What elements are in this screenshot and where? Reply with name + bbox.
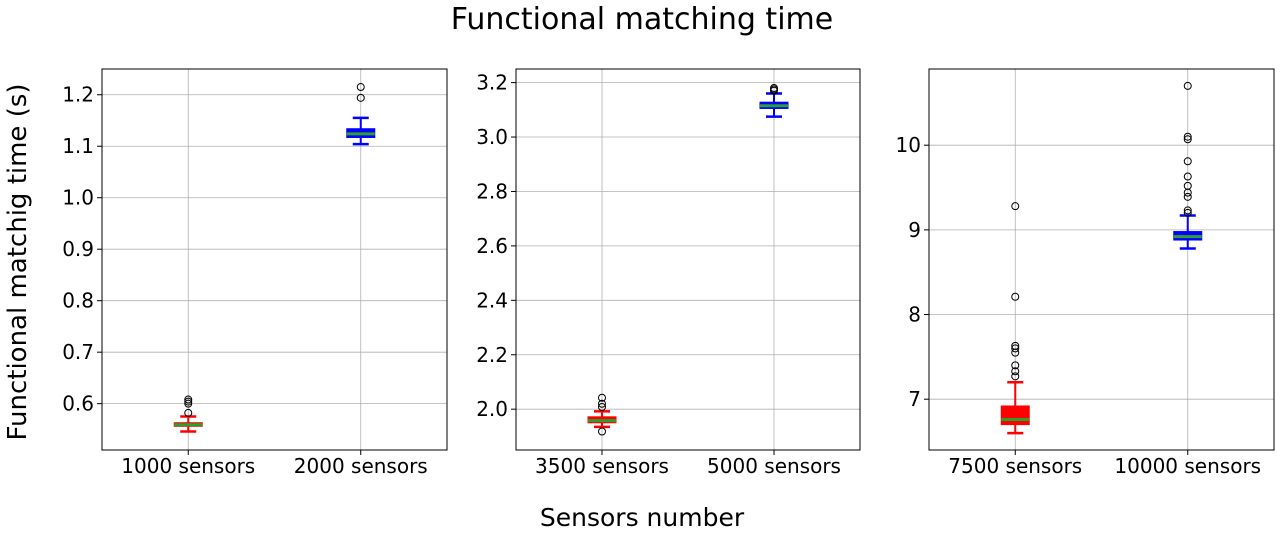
outlier-point — [1183, 206, 1192, 215]
y-tick-label: 2.4 — [476, 288, 508, 312]
x-tick-label: 5000 sensors — [707, 454, 841, 478]
y-tick-label: 8 — [908, 303, 921, 327]
outlier-point — [1183, 157, 1192, 166]
y-tick-label: 9 — [908, 218, 921, 242]
outlier-point — [1011, 341, 1020, 350]
x-tick-label: 10000 sensors — [1114, 454, 1261, 478]
x-tick-label: 7500 sensors — [948, 454, 1082, 478]
outlier-point — [1183, 81, 1192, 90]
outlier-point — [1011, 202, 1020, 211]
x-tick-label: 1000 sensors — [121, 454, 255, 478]
box-2 — [346, 83, 376, 146]
outlier-point — [770, 84, 778, 93]
box-1 — [1000, 202, 1030, 435]
y-tick-label: 7 — [908, 387, 921, 411]
y-tick-label: 10 — [896, 133, 921, 157]
y-tick-label: 2.6 — [476, 234, 508, 258]
outlier-point — [184, 399, 193, 408]
y-tick-label: 1.1 — [62, 134, 94, 158]
y-tick-label: 0.6 — [62, 392, 94, 416]
outlier-point — [1011, 372, 1020, 381]
y-tick-label: 2.0 — [476, 397, 508, 421]
x-tick-label: 2000 sensors — [294, 454, 428, 478]
x-tick-label: 3500 sensors — [535, 454, 669, 478]
y-tick-label: 3.0 — [476, 125, 508, 149]
outlier-point — [598, 403, 606, 412]
y-tick-label: 0.7 — [62, 340, 94, 364]
axes-frame — [928, 68, 1275, 451]
y-tick-label: 3.2 — [476, 71, 508, 95]
box-2 — [759, 84, 789, 118]
subplot-3: 7 8 9 10 7500 sensors 10000 sensors — [896, 68, 1275, 478]
box-1 — [173, 395, 203, 433]
outlier-point — [1183, 181, 1192, 190]
box-1 — [587, 393, 617, 436]
figure-title: Functional matching time — [450, 2, 834, 37]
outlier-point — [1183, 135, 1192, 144]
outlier-point — [1011, 292, 1020, 301]
subplot-2: 2.0 2.2 2.4 2.6 2.8 3.0 3.2 3500 sensors 5000 se… — [476, 68, 861, 478]
outlier-point — [598, 399, 606, 408]
box-2 — [1173, 81, 1203, 250]
outlier-point — [1183, 172, 1192, 181]
outlier-point — [1011, 367, 1020, 376]
outlier-point — [184, 395, 193, 404]
outlier-point — [1183, 132, 1192, 141]
y-tick-label: 1.0 — [62, 186, 94, 210]
y-tick-label: 2.8 — [476, 179, 508, 203]
y-tick-label: 1.2 — [62, 83, 94, 107]
subplot-1: 0.6 0.7 0.8 0.9 1.0 1.1 1.2 1000 sensors 2000 se… — [62, 68, 448, 478]
y-tick-label: 0.9 — [62, 237, 94, 261]
outlier-point — [184, 408, 193, 417]
outlier-point — [184, 397, 193, 406]
y-tick-label: 0.8 — [62, 289, 94, 313]
outlier-point — [356, 93, 365, 102]
axes-frame — [101, 68, 448, 451]
axes-frame — [515, 68, 861, 451]
outlier-point — [598, 393, 606, 402]
outlier-point — [1183, 208, 1192, 217]
outlier-point — [598, 427, 606, 436]
outlier-point — [1183, 192, 1192, 201]
x-axis-label: Sensors number — [539, 503, 745, 532]
outlier-point — [356, 83, 365, 92]
box-body — [1000, 405, 1030, 426]
outlier-point — [1011, 344, 1020, 353]
outlier-point — [1011, 361, 1020, 370]
y-tick-label: 2.2 — [476, 343, 508, 367]
